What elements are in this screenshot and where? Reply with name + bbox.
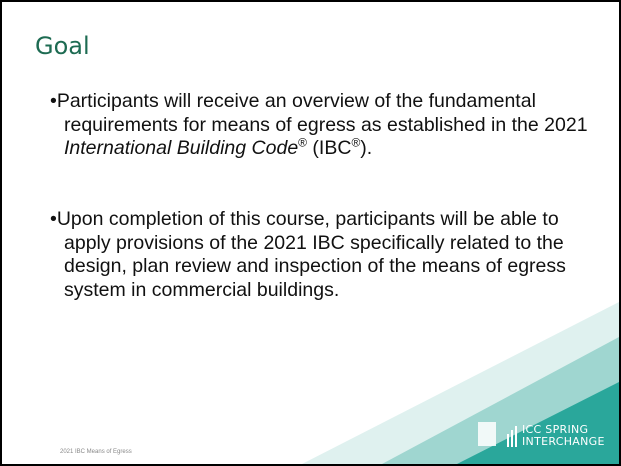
- footer: 2021 IBC Means of Egress: [60, 449, 132, 455]
- icc-icon: [478, 422, 496, 446]
- superscript: ®: [298, 135, 308, 150]
- text: Upon completion of this course, particip…: [56, 208, 566, 301]
- superscript: ®: [351, 135, 361, 150]
- logo-text: ICC SPRING INTERCHANGE: [522, 424, 605, 448]
- text: (IBC: [307, 137, 352, 159]
- italic-text: International Building Code: [64, 137, 299, 159]
- bullet-mark: •: [50, 90, 57, 112]
- text: Participants will receive an overview of…: [56, 90, 588, 136]
- logo-line: ICC SPRING: [522, 423, 589, 436]
- bullet: •Upon completion of this course, partici…: [50, 208, 609, 302]
- text: ).: [360, 137, 373, 159]
- bullet: •Participants will receive an overview o…: [50, 90, 609, 161]
- slide-title: Goal: [35, 32, 90, 60]
- band-dark: [457, 382, 619, 464]
- interchange-icon: [507, 426, 517, 447]
- logo-line: INTERCHANGE: [522, 435, 605, 448]
- bullet-mark: •: [50, 208, 57, 230]
